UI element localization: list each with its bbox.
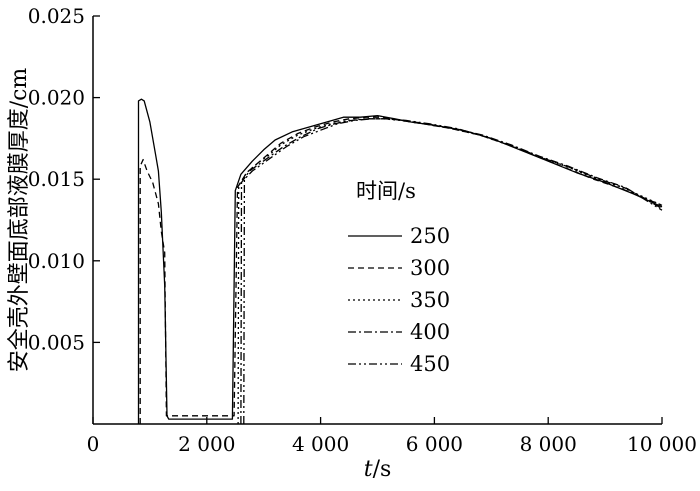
legend-label-250: 250	[410, 224, 450, 248]
legend-label-450: 450	[410, 352, 450, 376]
series-lines	[137, 98, 663, 425]
legend: 时间/s 250 300 350 400 450	[348, 179, 450, 376]
y-tick-label: 0.005	[28, 330, 85, 354]
x-tick-label: 0	[87, 432, 100, 456]
x-tick-label: 4 000	[292, 432, 349, 456]
x-tick-label: 6 000	[406, 432, 463, 456]
x-axis-title: t/s	[364, 457, 392, 482]
series-line-300	[139, 116, 663, 424]
x-tick-label: 2 000	[178, 432, 235, 456]
legend-title: 时间/s	[356, 179, 416, 203]
y-tick-label: 0.010	[28, 249, 85, 273]
y-axis-title: 安全壳外壁面底部液膜厚度/cm	[7, 68, 32, 373]
series-line-400	[240, 118, 663, 425]
x-tick-label: 8 000	[520, 432, 577, 456]
legend-label-300: 300	[410, 256, 450, 280]
series-line-250	[137, 98, 663, 424]
y-tick-label: 0.020	[28, 86, 85, 110]
legend-label-350: 350	[410, 288, 450, 312]
series-line-450	[243, 118, 663, 425]
y-tick-label: 0.025	[28, 4, 85, 28]
x-axis-title-unit: /s	[373, 457, 392, 482]
y-tick-label: 0.015	[28, 167, 85, 191]
axes	[92, 16, 662, 425]
x-axis-title-var: t	[364, 457, 373, 482]
legend-label-400: 400	[410, 320, 450, 344]
ticks: 0 2 000 4 000 6 000 8 000 10 000 0.005 0.010 0.0…	[28, 4, 697, 456]
series-line-350	[237, 118, 663, 425]
x-tick-label: 10 000	[627, 432, 697, 456]
